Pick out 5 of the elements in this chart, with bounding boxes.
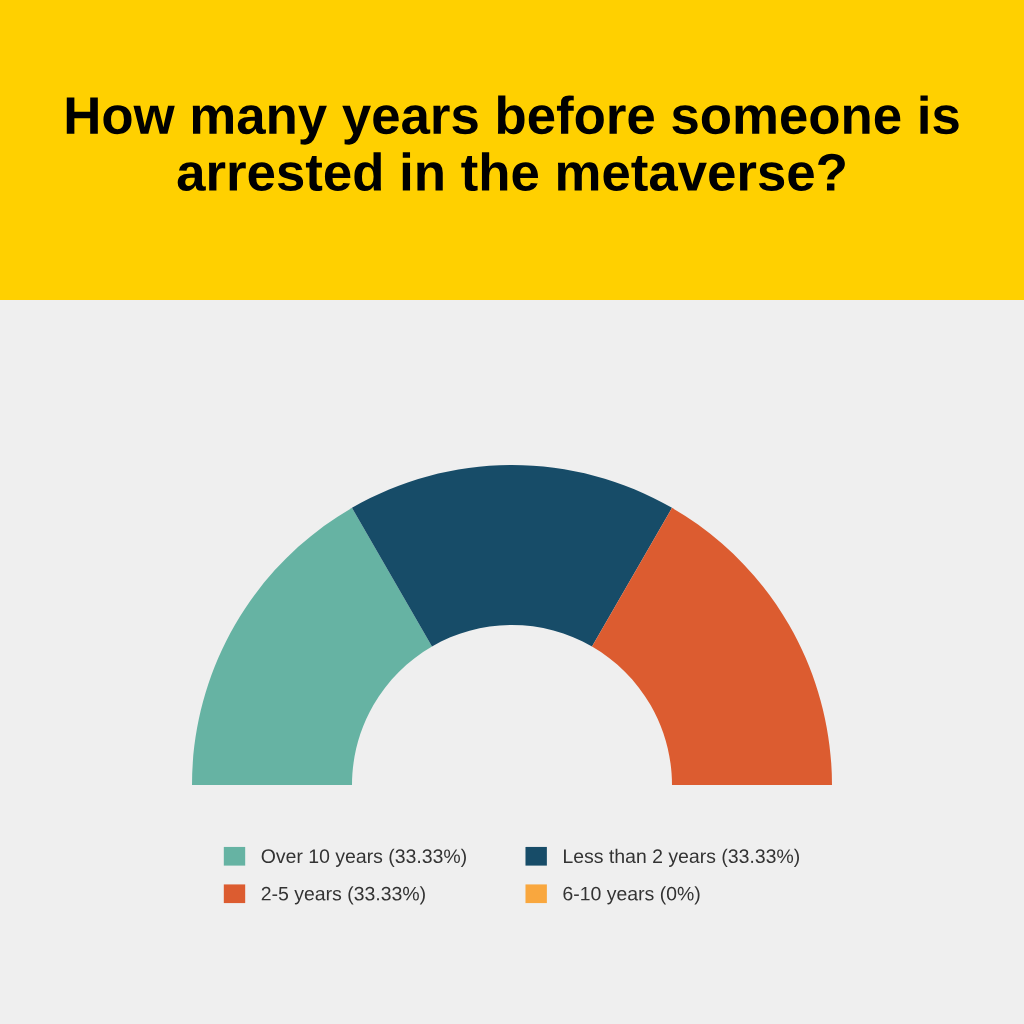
chart-title: How many years before someone is arrested in the metaverse? (66, 95, 959, 192)
legend-label: 6-10 years (0%) (563, 886, 700, 905)
legend-label: Over 10 years (33.33%) (261, 848, 466, 867)
legend-label: 2-5 years (33.33%) (261, 886, 425, 905)
legend-label: Less than 2 years (33.33%) (564, 848, 800, 867)
